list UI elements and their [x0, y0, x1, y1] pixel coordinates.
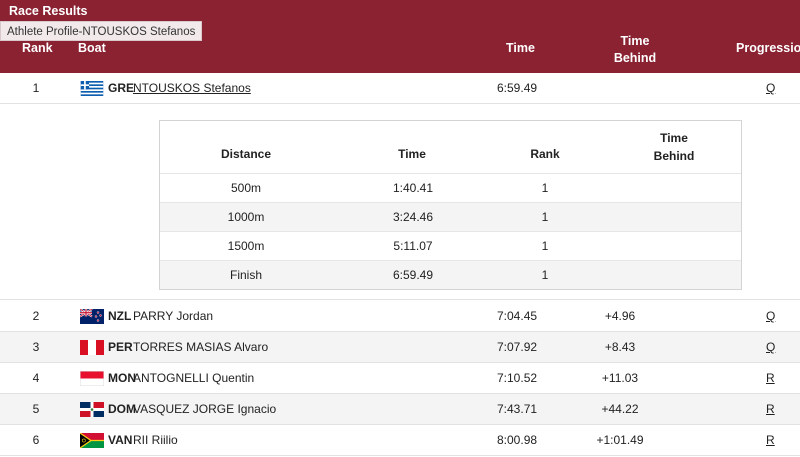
athlete-name[interactable]: PARRY Jordan	[133, 309, 214, 323]
peru-flag-icon	[80, 340, 104, 355]
athlete-profile-tooltip: Athlete Profile-NTOUSKOS Stefanos	[0, 21, 203, 41]
result-row[interactable]: 2 NZL PARRY Jordan 7:04.45 +4.96 Q	[0, 301, 800, 332]
column-header-time-behind: Time Behind	[612, 33, 658, 67]
split-distance: 500m	[230, 181, 262, 195]
progression-link[interactable]: R	[766, 402, 775, 416]
result-row[interactable]: 1 GRE NTOUSKOS Stefanos 6:59.49 Q	[0, 73, 800, 104]
country-code: MON	[108, 371, 136, 385]
split-row: Finish 6:59.49 1	[160, 260, 741, 289]
rank-cell: 2	[32, 309, 40, 323]
athlete-name-link[interactable]: NTOUSKOS Stefanos	[133, 81, 251, 95]
split-header-time: Time	[398, 147, 426, 161]
column-header-time-behind-line2: Behind	[613, 51, 657, 65]
progression-link[interactable]: R	[766, 371, 775, 385]
athlete-name[interactable]: TORRES MASIAS Alvaro	[133, 340, 269, 354]
split-times-table: Distance Time Rank Time Behind 500m 1:40…	[159, 120, 742, 290]
country-code: VAN	[108, 433, 133, 447]
athlete-name[interactable]: ANTOGNELLI Quentin	[133, 371, 255, 385]
rank-cell: 6	[32, 433, 40, 447]
time-behind-cell: +11.03	[601, 371, 639, 385]
time-cell: 8:00.98	[497, 433, 538, 447]
country-code: PER	[108, 340, 133, 354]
split-time: 1:40.41	[392, 181, 434, 195]
dominican-republic-flag-icon	[80, 402, 104, 417]
split-row: 1000m 3:24.46 1	[160, 202, 741, 231]
vanuatu-flag-icon	[79, 432, 104, 449]
new-zealand-flag-icon	[79, 308, 104, 324]
monaco-flag-icon	[80, 371, 104, 386]
column-header-progression: Progression	[736, 41, 800, 55]
athlete-name[interactable]: VASQUEZ JORGE Ignacio	[133, 402, 277, 416]
rank-cell: 4	[32, 371, 40, 385]
time-cell: 7:07.92	[497, 340, 538, 354]
country-code: DOM	[108, 402, 136, 416]
progression-link[interactable]: Q	[766, 340, 776, 354]
athlete-name[interactable]: RII Riilio	[133, 433, 178, 447]
split-rank: 1	[541, 210, 549, 224]
column-header-boat: Boat	[78, 41, 106, 55]
greece-flag-icon	[80, 81, 104, 96]
result-row[interactable]: 3 PER TORRES MASIAS Alvaro 7:07.92 +8.43…	[0, 332, 800, 363]
time-behind-cell: +4.96	[604, 309, 636, 323]
progression-link[interactable]: Q	[766, 81, 776, 95]
split-row: 500m 1:40.41 1	[160, 173, 741, 202]
result-row[interactable]: 6 VAN RII Riilio 8:00.98 +1:01.49 R	[0, 425, 800, 456]
column-header-rank: Rank	[22, 41, 53, 55]
column-header-time: Time	[506, 41, 535, 55]
rank-cell: 3	[32, 340, 40, 354]
split-header-rank: Rank	[530, 147, 560, 161]
split-time: 3:24.46	[392, 210, 434, 224]
split-time: 6:59.49	[392, 268, 434, 282]
time-behind-cell: +44.22	[601, 402, 639, 416]
split-header-distance: Distance	[220, 147, 272, 161]
time-cell: 7:04.45	[497, 309, 538, 323]
result-row[interactable]: 5 DOM VASQUEZ JORGE Ignacio 7:43.71 +44.…	[0, 394, 800, 425]
time-cell: 6:59.49	[497, 81, 538, 95]
split-distance: Finish	[229, 268, 262, 282]
split-header-time-behind: Time Behind	[650, 129, 698, 165]
split-times-panel: Distance Time Rank Time Behind 500m 1:40…	[0, 104, 800, 300]
result-row[interactable]: 4 MON ANTOGNELLI Quentin 7:10.52 +11.03 …	[0, 363, 800, 394]
rank-cell: 5	[32, 402, 40, 416]
column-header-time-behind-line1: Time	[620, 34, 650, 48]
time-behind-cell: +8.43	[604, 340, 636, 354]
split-header-time-behind-line2: Behind	[653, 149, 695, 163]
progression-link[interactable]: R	[766, 433, 775, 447]
rank-cell: 1	[32, 81, 40, 95]
split-distance: 1500m	[227, 239, 265, 253]
split-rank: 1	[541, 268, 549, 282]
country-code: NZL	[108, 309, 132, 323]
split-rank: 1	[541, 239, 549, 253]
split-rank: 1	[541, 181, 549, 195]
time-cell: 7:43.71	[497, 402, 538, 416]
time-cell: 7:10.52	[497, 371, 538, 385]
time-behind-cell: +1:01.49	[596, 433, 644, 447]
progression-link[interactable]: Q	[766, 309, 776, 323]
split-distance: 1000m	[227, 210, 265, 224]
page-title: Race Results	[9, 4, 88, 18]
country-code: GRE	[108, 81, 135, 95]
split-header-time-behind-line1: Time	[660, 131, 688, 145]
split-row: 1500m 5:11.07 1	[160, 231, 741, 260]
split-time: 5:11.07	[393, 239, 433, 253]
